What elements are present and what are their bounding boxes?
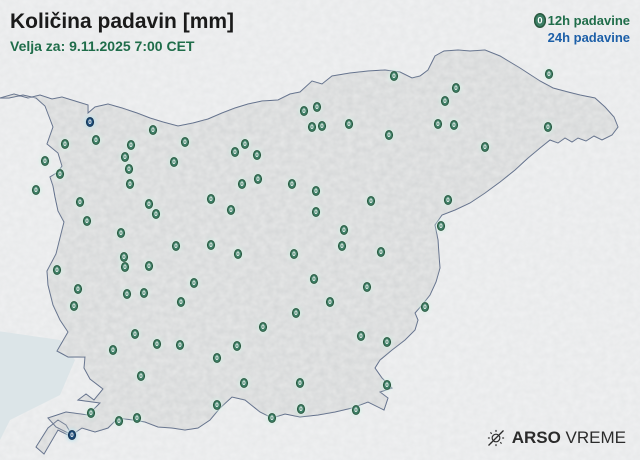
svg-text:0: 0	[155, 341, 159, 348]
svg-text:0: 0	[119, 230, 123, 237]
svg-text:0: 0	[229, 207, 233, 214]
svg-text:0: 0	[147, 263, 151, 270]
svg-text:0: 0	[111, 347, 115, 354]
svg-text:0: 0	[392, 73, 396, 80]
svg-text:0: 0	[443, 98, 447, 105]
svg-text:0: 0	[178, 342, 182, 349]
svg-text:0: 0	[43, 158, 47, 165]
svg-text:0: 0	[151, 127, 155, 134]
svg-text:0: 0	[292, 251, 296, 258]
svg-text:0: 0	[302, 108, 306, 115]
svg-text:0: 0	[215, 402, 219, 409]
svg-text:0: 0	[310, 124, 314, 131]
svg-text:0: 0	[236, 251, 240, 258]
svg-text:0: 0	[340, 243, 344, 250]
svg-text:0: 0	[298, 380, 302, 387]
svg-text:0: 0	[128, 181, 132, 188]
svg-text:0: 0	[290, 181, 294, 188]
svg-text:0: 0	[78, 199, 82, 206]
svg-text:0: 0	[233, 149, 237, 156]
svg-text:0: 0	[135, 415, 139, 422]
svg-text:0: 0	[255, 152, 259, 159]
svg-text:0: 0	[242, 380, 246, 387]
svg-text:0: 0	[365, 284, 369, 291]
svg-text:0: 0	[117, 418, 121, 425]
svg-text:0: 0	[123, 154, 127, 161]
svg-text:0: 0	[123, 264, 127, 271]
svg-text:0: 0	[179, 299, 183, 306]
svg-text:0: 0	[174, 243, 178, 250]
svg-text:0: 0	[314, 209, 318, 216]
svg-text:0: 0	[294, 310, 298, 317]
svg-text:0: 0	[89, 410, 93, 417]
svg-text:0: 0	[63, 141, 67, 148]
svg-text:0: 0	[76, 286, 80, 293]
svg-text:0: 0	[369, 198, 373, 205]
svg-text:0: 0	[122, 254, 126, 261]
svg-text:0: 0	[139, 373, 143, 380]
svg-text:0: 0	[354, 407, 358, 414]
svg-text:0: 0	[385, 339, 389, 346]
svg-text:0: 0	[342, 227, 346, 234]
svg-text:0: 0	[209, 242, 213, 249]
svg-text:0: 0	[312, 276, 316, 283]
svg-text:0: 0	[537, 16, 542, 26]
svg-text:0: 0	[315, 104, 319, 111]
svg-text:0: 0	[209, 196, 213, 203]
svg-text:0: 0	[55, 267, 59, 274]
svg-text:0: 0	[423, 304, 427, 311]
svg-text:0: 0	[215, 355, 219, 362]
svg-text:0: 0	[256, 176, 260, 183]
svg-text:0: 0	[154, 211, 158, 218]
svg-text:0: 0	[125, 291, 129, 298]
svg-text:0: 0	[261, 324, 265, 331]
svg-text:0: 0	[183, 139, 187, 146]
svg-text:0: 0	[436, 121, 440, 128]
svg-text:0: 0	[359, 333, 363, 340]
svg-text:0: 0	[127, 166, 131, 173]
svg-text:0: 0	[452, 122, 456, 129]
svg-text:0: 0	[446, 197, 450, 204]
svg-text:0: 0	[133, 331, 137, 338]
svg-text:0: 0	[379, 249, 383, 256]
svg-text:0: 0	[129, 142, 133, 149]
svg-text:0: 0	[270, 415, 274, 422]
svg-text:0: 0	[85, 218, 89, 225]
svg-text:0: 0	[243, 141, 247, 148]
svg-text:0: 0	[34, 187, 38, 194]
svg-text:0: 0	[192, 280, 196, 287]
svg-text:0: 0	[385, 382, 389, 389]
svg-text:0: 0	[328, 299, 332, 306]
svg-text:0: 0	[94, 137, 98, 144]
svg-text:0: 0	[439, 223, 443, 230]
svg-text:0: 0	[235, 343, 239, 350]
svg-text:0: 0	[347, 121, 351, 128]
svg-text:0: 0	[147, 201, 151, 208]
svg-text:0: 0	[387, 132, 391, 139]
svg-text:0: 0	[547, 71, 551, 78]
svg-text:0: 0	[454, 85, 458, 92]
svg-text:0: 0	[483, 144, 487, 151]
svg-text:0: 0	[72, 303, 76, 310]
svg-text:0: 0	[172, 159, 176, 166]
svg-text:0: 0	[320, 123, 324, 130]
svg-text:0: 0	[314, 188, 318, 195]
svg-text:0: 0	[546, 124, 550, 131]
svg-text:0: 0	[299, 406, 303, 413]
svg-text:0: 0	[58, 171, 62, 178]
svg-text:0: 0	[70, 432, 74, 439]
svg-text:0: 0	[142, 290, 146, 297]
svg-text:0: 0	[240, 181, 244, 188]
svg-text:0: 0	[88, 119, 92, 126]
